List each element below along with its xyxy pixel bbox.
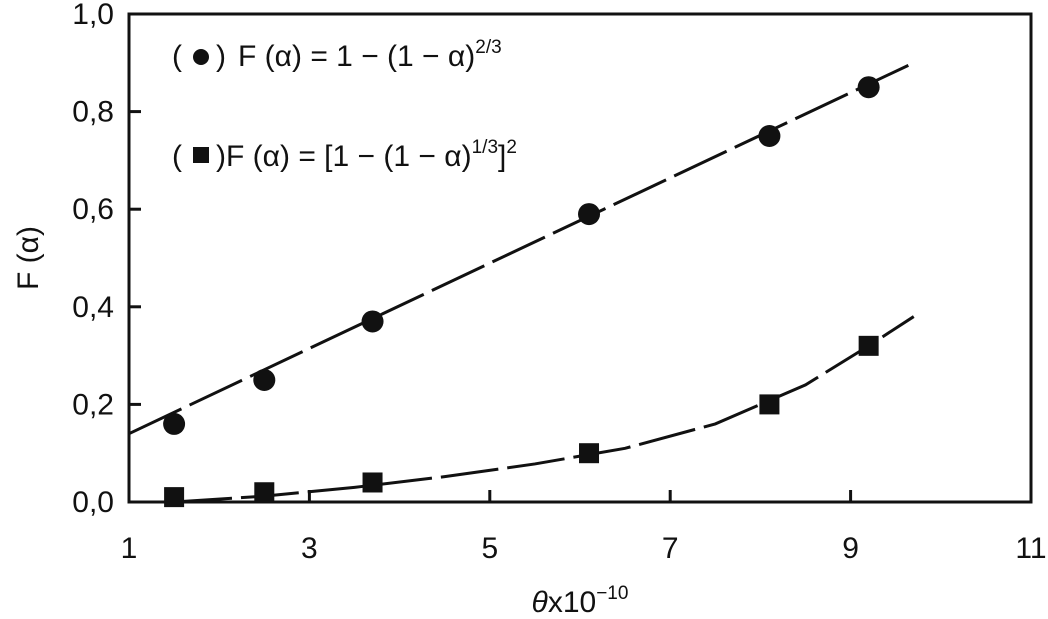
x-tick-label: 5	[481, 532, 498, 565]
x-axis-label-exponent: −10	[596, 583, 628, 604]
y-tick-label: 0,6	[72, 193, 114, 226]
data-point-circle	[758, 125, 781, 147]
data-point-circle	[253, 369, 276, 391]
data-point-square	[164, 487, 185, 508]
y-axis-label: F (α)	[12, 226, 45, 290]
data-point-square	[254, 482, 275, 503]
y-tick-label: 0,0	[72, 486, 114, 519]
y-tick-label: 0,2	[72, 388, 114, 421]
legend-circle-marker	[193, 49, 209, 65]
legend-formula-base: F (α) = [1 − (1 − α)	[226, 140, 472, 173]
x-tick-label: 1	[121, 532, 138, 565]
x-axis-label-text: x10	[548, 586, 596, 619]
series-square-fit-line	[174, 315, 915, 504]
legend-close-paren: )	[216, 40, 226, 73]
x-axis-label: θx10−10	[532, 583, 629, 619]
legend-close-paren: )	[216, 140, 226, 173]
legend-formula-base: F (α) = 1 − (1 − α)	[238, 40, 475, 73]
y-tick-label: 0,8	[72, 96, 114, 129]
data-point-square	[759, 394, 780, 415]
x-axis-label-symbol: θ	[532, 586, 549, 619]
legend-entry-circle: () F (α) = 1 − (1 − α)2/3	[172, 37, 502, 73]
x-tick-label: 7	[662, 532, 679, 565]
y-tick-label: 0,4	[72, 291, 114, 324]
data-point-square	[362, 472, 383, 493]
data-point-circle	[361, 310, 384, 333]
plot-layer	[128, 61, 915, 508]
ticks-layer: 1 3 5 7 9 11 0,0 0,2 0,4 0,6 0,8 1,0	[72, 0, 1046, 565]
legend-formula-exponent: 1/3	[472, 137, 498, 158]
x-tick-label: 3	[301, 532, 318, 565]
series-circle-fit-line	[128, 61, 915, 436]
data-point-square	[579, 443, 600, 464]
data-point-circle	[857, 76, 880, 99]
legend-open-paren: (	[172, 40, 182, 73]
legend-formula-tail: ]	[498, 140, 506, 173]
x-tick-label: 9	[842, 532, 859, 565]
legend-square-marker	[193, 147, 209, 163]
data-point-circle	[163, 412, 186, 435]
legend-open-paren: (	[172, 140, 182, 173]
data-point-square	[858, 335, 879, 356]
plot-frame	[127, 12, 1033, 504]
legend-formula-exponent: 2/3	[475, 37, 501, 58]
legend-entry-square: ()F (α) = [1 − (1 − α)1/3]2	[172, 137, 517, 173]
y-tick-label: 1,0	[72, 0, 114, 31]
legend: () F (α) = 1 − (1 − α)2/3 ()F (α) = [1 − …	[172, 37, 517, 173]
x-tick-label: 11	[1015, 532, 1046, 565]
data-point-circle	[578, 203, 601, 226]
legend-formula-tail-exponent: 2	[506, 137, 517, 158]
